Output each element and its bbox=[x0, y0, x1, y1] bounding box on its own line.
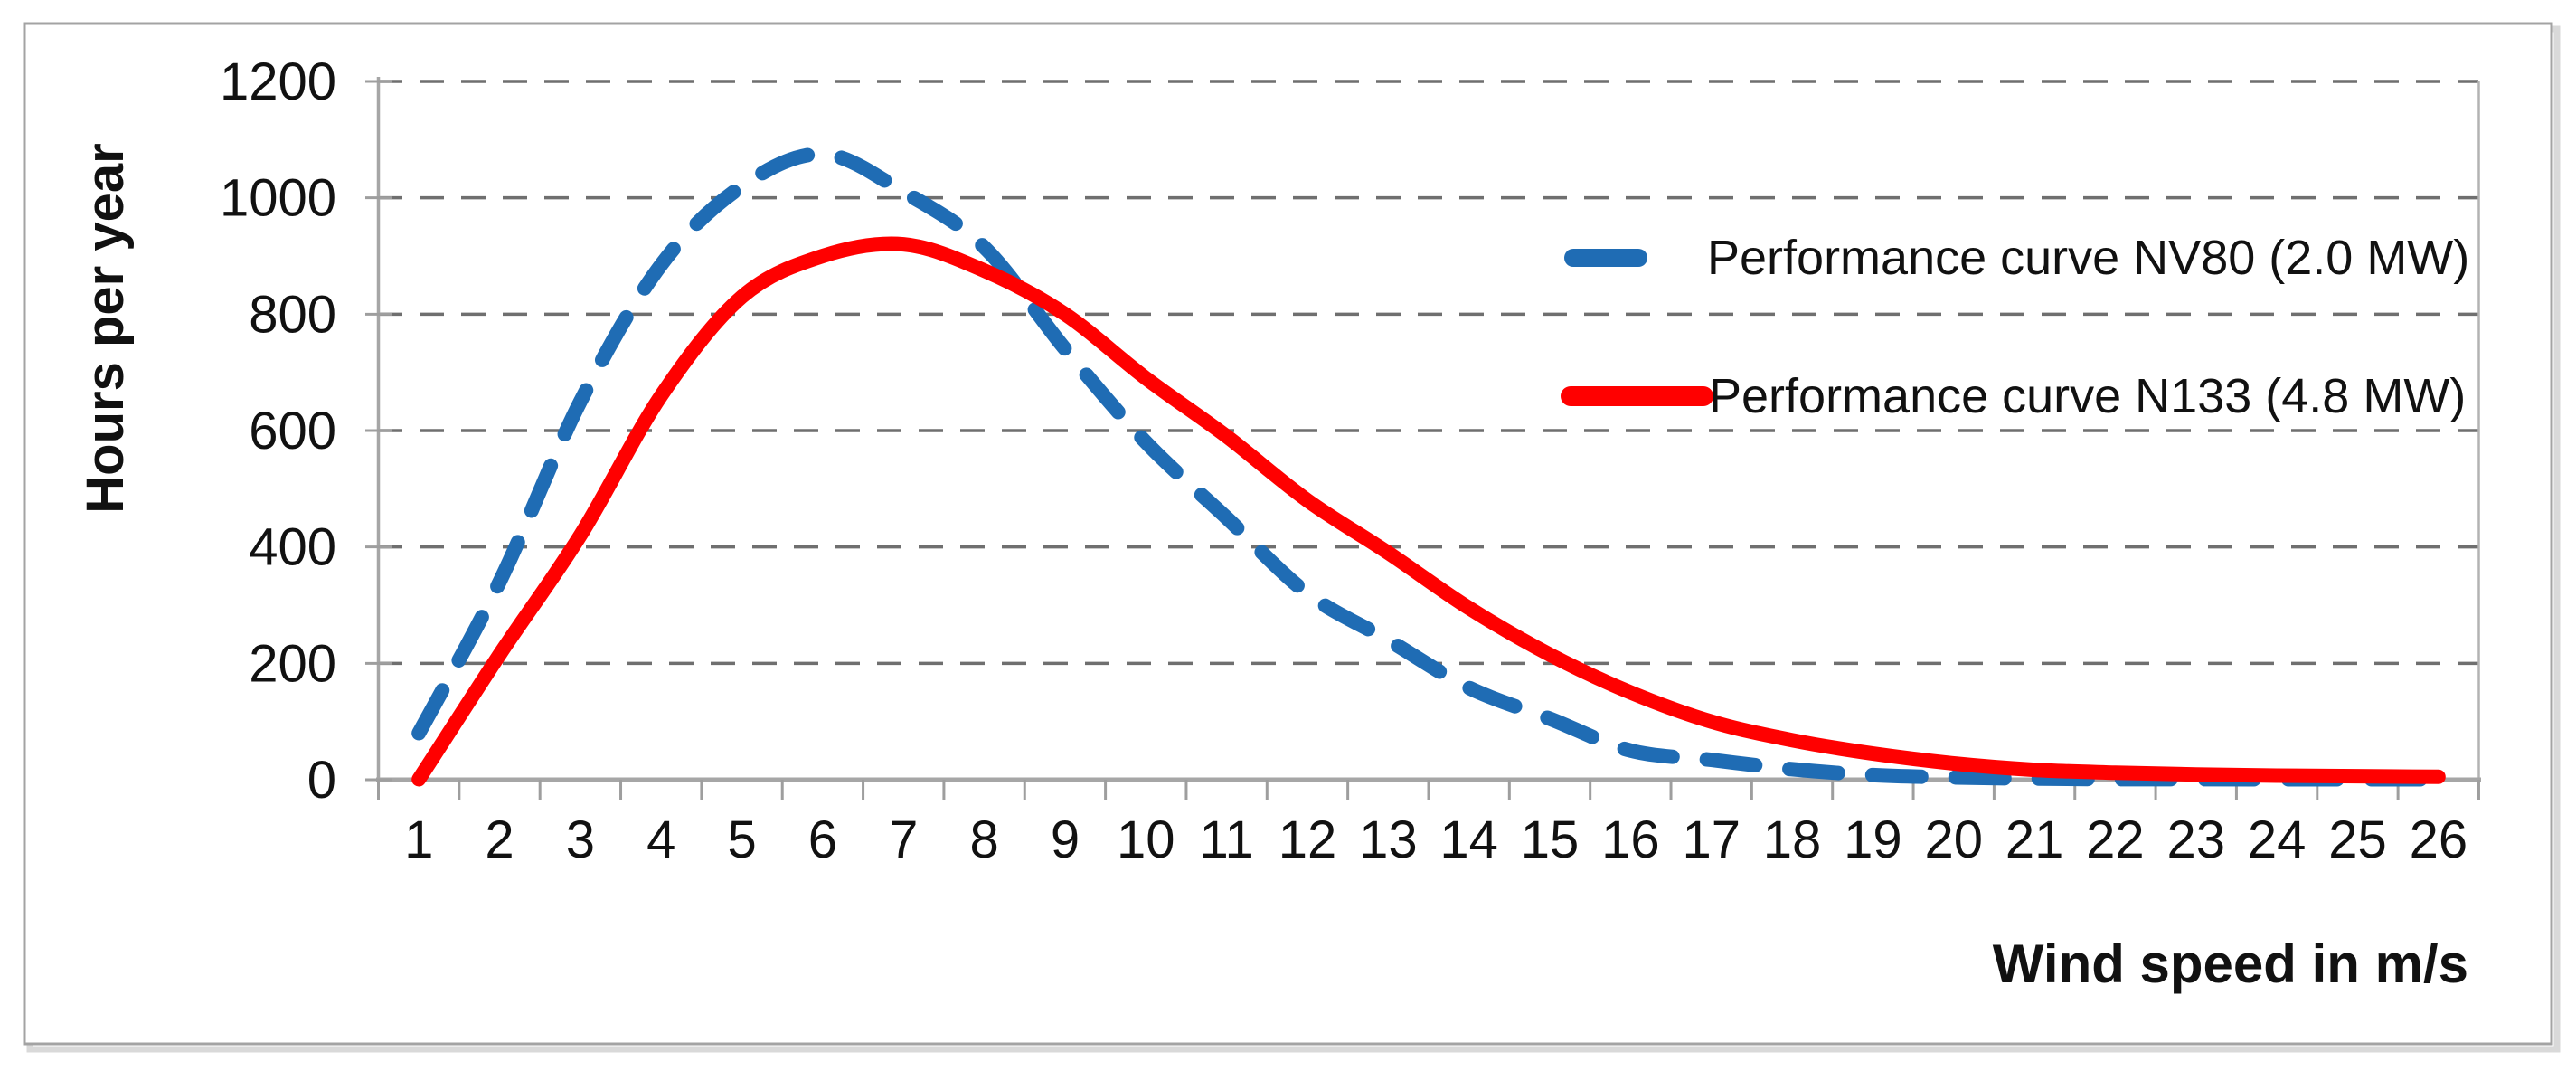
data-curves bbox=[411, 147, 2446, 787]
figure-frame bbox=[23, 22, 2553, 1046]
x-tick-label: 1 bbox=[404, 810, 433, 869]
x-axis-tick-labels: 1 2 3 4 5 6 7 8 9 10 11 12 13 14 15 16 17 18 19 20 21 22 23 24 2… bbox=[404, 810, 2467, 869]
y-tick-label: 1000 bbox=[220, 169, 336, 228]
x-tick-label: 19 bbox=[1844, 810, 1902, 869]
y-tick-label: 600 bbox=[249, 402, 336, 460]
x-tick-label: 8 bbox=[969, 810, 998, 869]
curve-nv80 bbox=[411, 147, 2446, 787]
x-tick-label: 6 bbox=[808, 810, 837, 869]
y-tick-label: 400 bbox=[249, 518, 336, 577]
x-tick-label: 17 bbox=[1682, 810, 1741, 869]
y-tick-label: 800 bbox=[249, 285, 336, 344]
x-tick-label: 9 bbox=[1051, 810, 1080, 869]
x-tick-label: 25 bbox=[2328, 810, 2387, 869]
legend-label-n133: Performance curve N133 (4.8 MW) bbox=[1709, 369, 2466, 423]
x-tick-label: 2 bbox=[485, 810, 514, 869]
y-tick-label: 200 bbox=[249, 634, 336, 693]
x-tick-label: 24 bbox=[2248, 810, 2307, 869]
y-axis-ticks bbox=[365, 80, 392, 782]
x-tick-label: 15 bbox=[1521, 810, 1580, 869]
x-tick-label: 3 bbox=[566, 810, 595, 869]
legend-item-n133: Performance curve N133 (4.8 MW) bbox=[1561, 369, 2466, 423]
x-tick-label: 20 bbox=[1924, 810, 1983, 869]
x-tick-label: 11 bbox=[1200, 810, 1254, 869]
x-tick-label: 16 bbox=[1601, 810, 1660, 869]
x-tick-label: 5 bbox=[727, 810, 756, 869]
legend-label-nv80: Performance curve NV80 (2.0 MW) bbox=[1707, 231, 2469, 285]
x-axis-ticks bbox=[377, 780, 2480, 800]
x-tick-label: 18 bbox=[1763, 810, 1822, 869]
y-axis-tick-labels: 0 200 400 600 800 1000 1200 bbox=[220, 52, 336, 810]
x-tick-label: 14 bbox=[1439, 810, 1498, 869]
x-tick-label: 13 bbox=[1359, 810, 1418, 869]
x-tick-label: 12 bbox=[1279, 810, 1337, 869]
legend-item-nv80: Performance curve NV80 (2.0 MW) bbox=[1564, 231, 2469, 285]
y-tick-label: 1200 bbox=[220, 52, 336, 111]
x-tick-label: 22 bbox=[2086, 810, 2145, 869]
y-tick-label: 0 bbox=[307, 751, 336, 810]
x-tick-label: 26 bbox=[2410, 810, 2468, 869]
y-axis-title: Hours per year bbox=[76, 143, 135, 513]
x-tick-label: 4 bbox=[646, 810, 675, 869]
x-tick-label: 10 bbox=[1117, 810, 1175, 869]
curve-n133 bbox=[411, 236, 2446, 787]
x-tick-label: 7 bbox=[889, 810, 918, 869]
x-axis-title: Wind speed in m/s bbox=[1993, 934, 2468, 994]
x-tick-label: 21 bbox=[2005, 810, 2064, 869]
x-tick-label: 23 bbox=[2167, 810, 2226, 869]
legend: Performance curve NV80 (2.0 MW) Performa… bbox=[1561, 231, 2469, 423]
